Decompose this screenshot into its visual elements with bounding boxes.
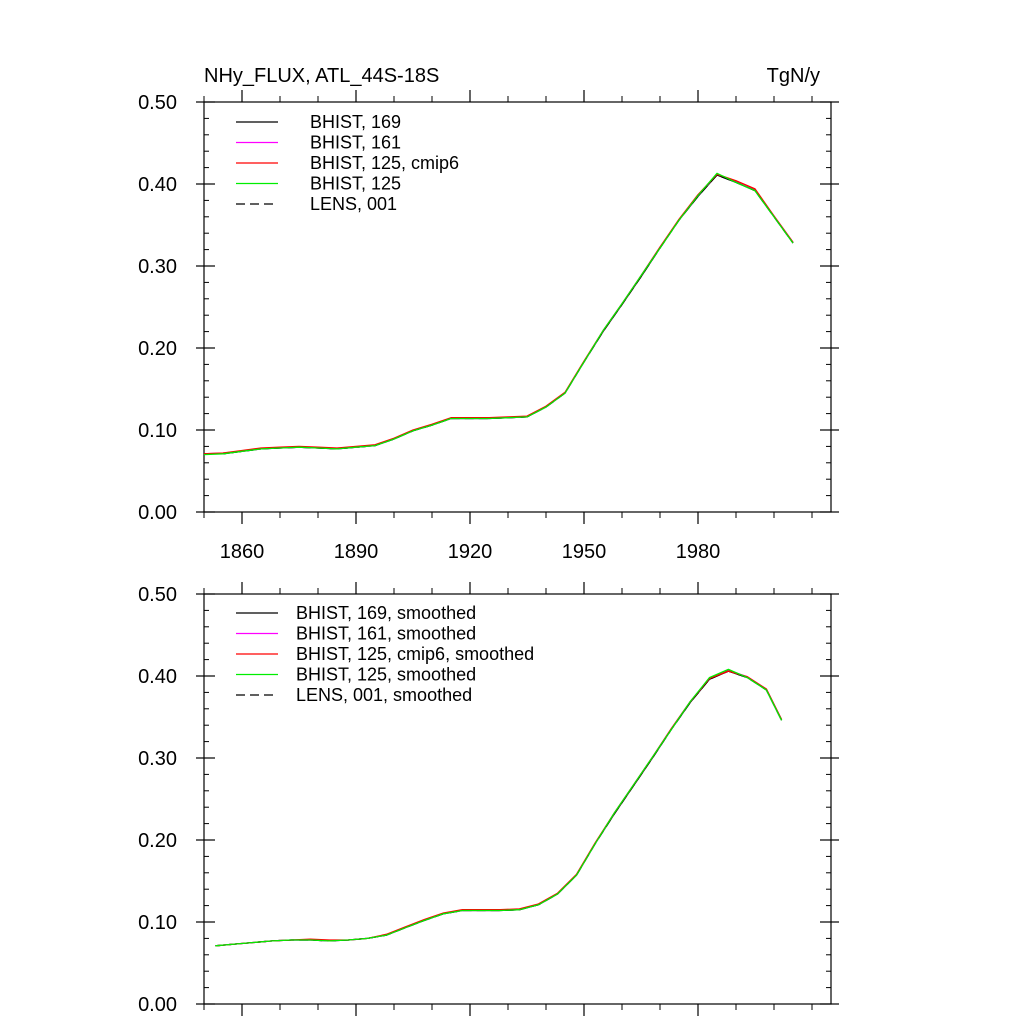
x-tick-label: 1860 xyxy=(220,541,265,563)
legend-label: BHIST, 169 xyxy=(310,112,401,132)
legend-label: BHIST, 125, cmip6, smoothed xyxy=(296,644,534,664)
x-tick-label: 1890 xyxy=(334,541,379,563)
y-tick-label: 0.00 xyxy=(138,994,177,1016)
series-line xyxy=(215,668,783,947)
y-tick-label: 0.30 xyxy=(138,748,177,770)
plot-frame xyxy=(203,101,832,513)
y-tick-label: 0.20 xyxy=(138,830,177,852)
y-tick-label: 0.50 xyxy=(138,92,177,114)
y-tick-label: 0.40 xyxy=(138,666,177,688)
y-tick-label: 0.30 xyxy=(138,256,177,278)
series-line xyxy=(203,172,794,456)
top-panel-plot: 0.00 0.10 0.20 0.30 0.40 0.50 1860 1890 1920 1950… xyxy=(138,90,839,563)
y-tick-label: 0.50 xyxy=(138,584,177,606)
legend-label: LENS, 001 xyxy=(310,194,397,214)
x-tick-label: 1920 xyxy=(448,541,493,563)
x-tick-label: 1980 xyxy=(676,541,721,563)
units-label: TgN/y xyxy=(767,65,820,87)
legend-label: BHIST, 125, cmip6 xyxy=(310,153,459,173)
bottom-panel-plot: 0.00 0.10 0.20 0.30 0.40 0.50 BHIST, 169, smoo… xyxy=(138,582,839,1016)
series-line xyxy=(215,670,783,947)
legend-label: LENS, 001, smoothed xyxy=(296,685,472,705)
chart-title: NHy_FLUX, ATL_44S-18S xyxy=(204,65,439,87)
legend-label: BHIST, 125, smoothed xyxy=(296,665,476,685)
series-line xyxy=(215,669,783,947)
y-tick-label: 0.40 xyxy=(138,174,177,196)
x-tick-label: 1950 xyxy=(562,541,607,563)
series-line xyxy=(203,173,794,455)
y-tick-label: 0.10 xyxy=(138,420,177,442)
legend-label: BHIST, 161, smoothed xyxy=(296,624,476,644)
y-tick-label: 0.20 xyxy=(138,338,177,360)
series-line xyxy=(204,174,794,455)
series-line xyxy=(215,670,783,947)
y-tick-label: 0.00 xyxy=(138,502,177,524)
series-line xyxy=(215,670,783,947)
legend-label: BHIST, 125 xyxy=(310,174,401,194)
plot-frame xyxy=(203,593,832,1005)
series-line xyxy=(203,173,794,455)
series-line xyxy=(204,174,794,455)
legend-label: BHIST, 169, smoothed xyxy=(296,603,476,623)
legend-label: BHIST, 161 xyxy=(310,133,401,153)
y-tick-label: 0.10 xyxy=(138,912,177,934)
